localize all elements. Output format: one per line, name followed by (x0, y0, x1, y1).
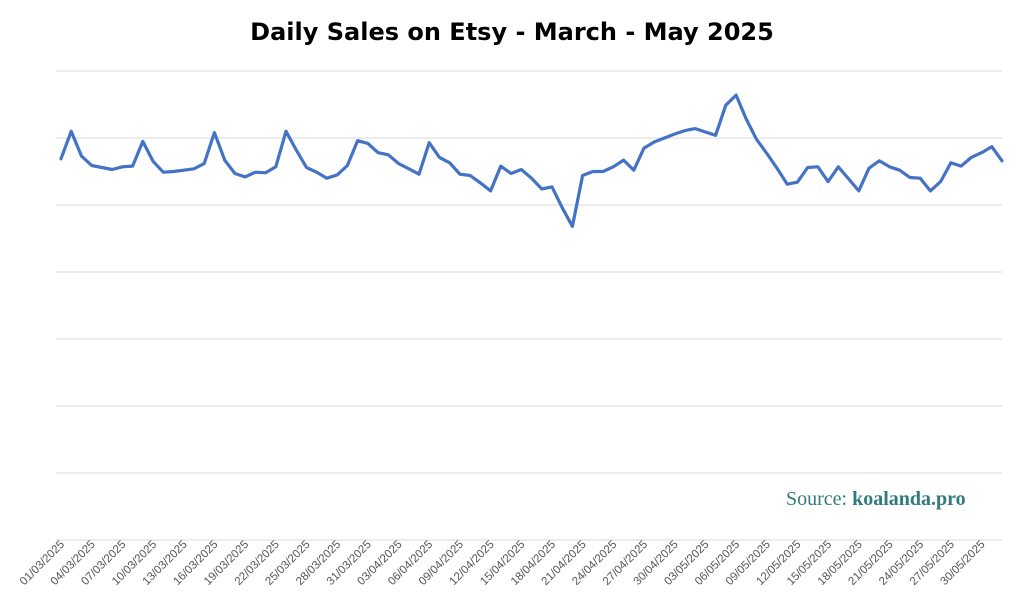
source-prefix: Source: (786, 488, 853, 510)
source-credit: Source: koalanda.pro (786, 488, 966, 511)
gridlines (56, 70, 1002, 541)
chart-title: Daily Sales on Etsy - March - May 2025 (250, 18, 774, 46)
x-axis-tick-labels: 01/03/202504/03/202507/03/202510/03/2025… (18, 539, 988, 588)
series-line (59, 93, 1004, 228)
series-lines (59, 93, 1004, 228)
source-site-link[interactable]: koalanda.pro (852, 488, 966, 510)
